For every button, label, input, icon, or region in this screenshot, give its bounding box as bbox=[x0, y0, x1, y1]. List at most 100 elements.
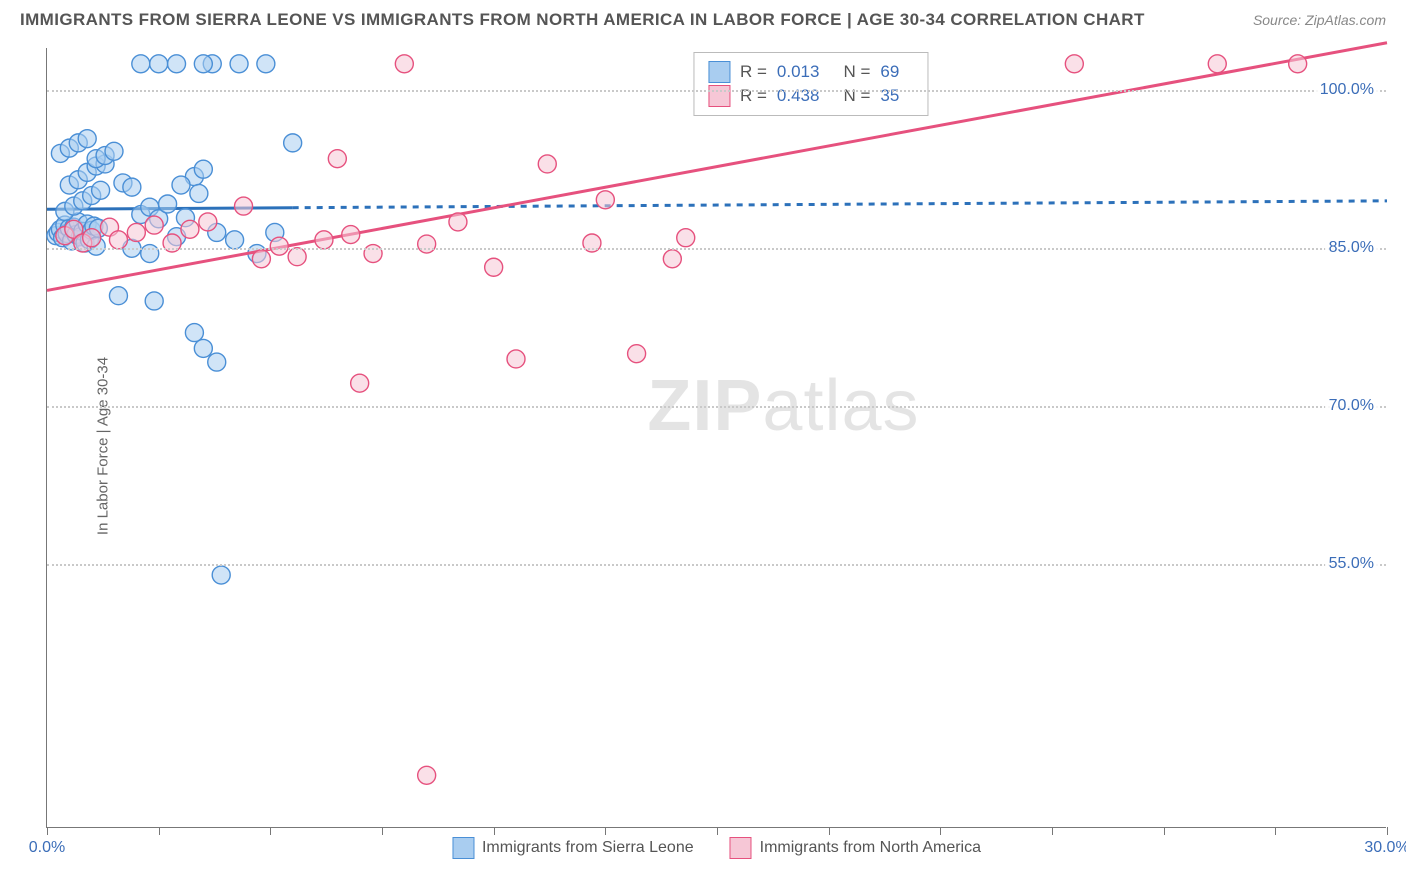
gridline bbox=[47, 564, 1386, 566]
data-point bbox=[270, 237, 288, 255]
data-point bbox=[145, 216, 163, 234]
legend-row-north-america: R = 0.438 N = 35 bbox=[708, 85, 913, 107]
swatch-sierra-leone bbox=[452, 837, 474, 859]
data-point bbox=[1065, 55, 1083, 73]
data-point bbox=[235, 197, 253, 215]
data-point bbox=[418, 766, 436, 784]
y-tick-label: 70.0% bbox=[1325, 397, 1378, 415]
data-point bbox=[83, 229, 101, 247]
data-point bbox=[172, 176, 190, 194]
y-tick-label: 55.0% bbox=[1325, 555, 1378, 573]
x-tick bbox=[270, 827, 271, 835]
data-point bbox=[132, 55, 150, 73]
x-tick-label: 0.0% bbox=[29, 839, 65, 857]
data-point bbox=[168, 55, 186, 73]
data-point bbox=[395, 55, 413, 73]
data-point bbox=[92, 181, 110, 199]
x-tick bbox=[382, 827, 383, 835]
x-tick bbox=[717, 827, 718, 835]
n-value-sierra-leone: 69 bbox=[880, 62, 899, 82]
legend-item-sierra-leone: Immigrants from Sierra Leone bbox=[452, 837, 694, 859]
legend-bottom: Immigrants from Sierra Leone Immigrants … bbox=[452, 837, 981, 859]
y-tick-label: 85.0% bbox=[1325, 239, 1378, 257]
data-point bbox=[181, 220, 199, 238]
data-point bbox=[252, 250, 270, 268]
x-tick bbox=[1052, 827, 1053, 835]
x-tick-label: 30.0% bbox=[1364, 839, 1406, 857]
data-point bbox=[596, 191, 614, 209]
scatter-svg bbox=[47, 48, 1386, 827]
data-point bbox=[109, 287, 127, 305]
data-point bbox=[1208, 55, 1226, 73]
data-point bbox=[127, 223, 145, 241]
data-point bbox=[199, 213, 217, 231]
data-point bbox=[150, 55, 168, 73]
data-point bbox=[1289, 55, 1307, 73]
r-label: R = bbox=[740, 62, 767, 82]
data-point bbox=[342, 226, 360, 244]
data-point bbox=[105, 142, 123, 160]
n-label: N = bbox=[843, 62, 870, 82]
x-tick bbox=[940, 827, 941, 835]
data-point bbox=[208, 353, 226, 371]
data-point bbox=[507, 350, 525, 368]
x-tick bbox=[159, 827, 160, 835]
data-point bbox=[141, 245, 159, 263]
data-point bbox=[418, 235, 436, 253]
gridline bbox=[47, 248, 1386, 250]
x-tick bbox=[1164, 827, 1165, 835]
data-point bbox=[212, 566, 230, 584]
legend-label-sierra-leone: Immigrants from Sierra Leone bbox=[482, 839, 694, 857]
data-point bbox=[194, 55, 212, 73]
data-point bbox=[351, 374, 369, 392]
source-attribution: Source: ZipAtlas.com bbox=[1253, 12, 1386, 28]
data-point bbox=[257, 55, 275, 73]
n-value-north-america: 35 bbox=[880, 86, 899, 106]
swatch-sierra-leone bbox=[708, 61, 730, 83]
x-tick bbox=[1387, 827, 1388, 835]
gridline bbox=[47, 406, 1386, 408]
data-point bbox=[628, 345, 646, 363]
x-tick bbox=[829, 827, 830, 835]
data-point bbox=[538, 155, 556, 173]
data-point bbox=[485, 258, 503, 276]
data-point bbox=[78, 130, 96, 148]
swatch-north-america bbox=[708, 85, 730, 107]
data-point bbox=[109, 231, 127, 249]
x-tick bbox=[605, 827, 606, 835]
plot-area: ZIPatlas R = 0.013 N = 69 R = 0.438 N = … bbox=[46, 48, 1386, 828]
data-point bbox=[123, 178, 141, 196]
data-point bbox=[328, 150, 346, 168]
data-point bbox=[449, 213, 467, 231]
data-point bbox=[145, 292, 163, 310]
x-tick bbox=[47, 827, 48, 835]
x-tick bbox=[1275, 827, 1276, 835]
data-point bbox=[677, 229, 695, 247]
swatch-north-america bbox=[730, 837, 752, 859]
n-label: N = bbox=[843, 86, 870, 106]
data-point bbox=[230, 55, 248, 73]
data-point bbox=[364, 245, 382, 263]
legend-item-north-america: Immigrants from North America bbox=[730, 837, 981, 859]
chart-title: IMMIGRANTS FROM SIERRA LEONE VS IMMIGRAN… bbox=[20, 10, 1145, 30]
legend-row-sierra-leone: R = 0.013 N = 69 bbox=[708, 61, 913, 83]
data-point bbox=[190, 184, 208, 202]
data-point bbox=[284, 134, 302, 152]
r-value-sierra-leone: 0.013 bbox=[777, 62, 820, 82]
data-point bbox=[185, 324, 203, 342]
legend-correlation-box: R = 0.013 N = 69 R = 0.438 N = 35 bbox=[693, 52, 928, 116]
r-value-north-america: 0.438 bbox=[777, 86, 820, 106]
data-point bbox=[663, 250, 681, 268]
gridline bbox=[47, 90, 1386, 92]
y-tick-label: 100.0% bbox=[1316, 81, 1378, 99]
r-label: R = bbox=[740, 86, 767, 106]
header-bar: IMMIGRANTS FROM SIERRA LEONE VS IMMIGRAN… bbox=[0, 0, 1406, 36]
legend-label-north-america: Immigrants from North America bbox=[760, 839, 981, 857]
data-point bbox=[194, 339, 212, 357]
data-point bbox=[288, 248, 306, 266]
data-point bbox=[159, 195, 177, 213]
x-tick bbox=[494, 827, 495, 835]
data-point bbox=[194, 160, 212, 178]
data-point bbox=[226, 231, 244, 249]
data-point bbox=[315, 231, 333, 249]
